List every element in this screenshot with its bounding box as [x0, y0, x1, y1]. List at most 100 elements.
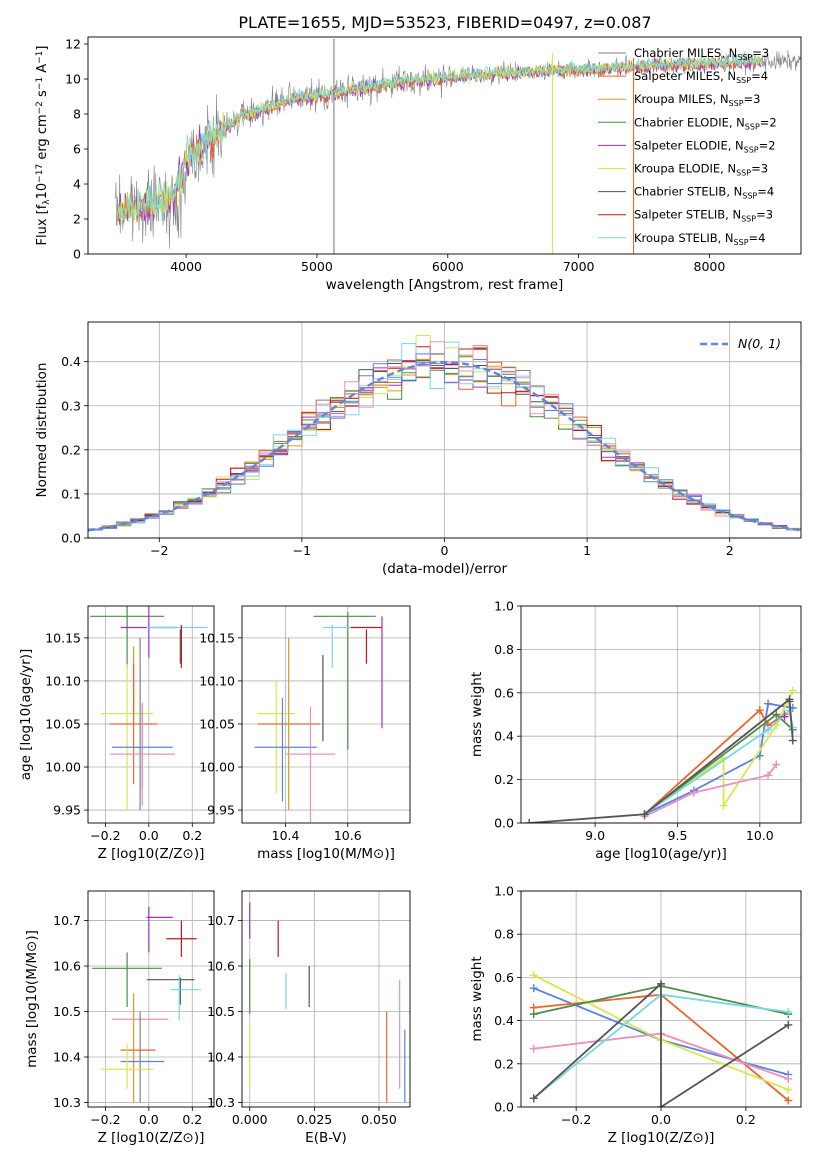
- x-tick-label: 7000: [563, 259, 595, 274]
- x-axis-label: age [log10(age/yr)]: [595, 846, 727, 862]
- weight-marker: [784, 1085, 793, 1094]
- legend-entry: N(0, 1): [738, 336, 781, 351]
- spectrum-lines: [115, 38, 801, 254]
- y-tick-label: 0.2: [61, 442, 81, 457]
- y-axis-label: mass weight: [469, 672, 485, 757]
- x-tick-label: 0: [441, 543, 449, 558]
- legend-entry: Chabrier ELODIE, NSSP=2: [634, 115, 777, 131]
- y-tick-label: 4: [73, 177, 81, 192]
- weight-marker: [784, 1020, 793, 1029]
- legend-entry: Chabrier STELIB, NSSP=4: [634, 185, 774, 201]
- figure-title: PLATE=1655, MJD=53523, FIBERID=0497, z=0…: [238, 13, 651, 32]
- y-tick-label: 0: [73, 247, 81, 262]
- y-axis-label: Normed distribution: [34, 363, 50, 498]
- y-tick-label: 10.15: [199, 630, 235, 645]
- panel-residuals: −2 −1 0 1 2 0.0 0.1 0.2 0.3 0.4 N(0, 1) (data-model…: [34, 321, 802, 577]
- weight-marker: [529, 971, 538, 980]
- y-tick-label: 1.0: [494, 884, 514, 899]
- y-tick-label: 2: [73, 212, 81, 227]
- x-axis-label: mass [log10(M/M⊙)]: [257, 846, 395, 862]
- y-tick-label: 0.4: [494, 729, 514, 744]
- axes-frame: [87, 36, 802, 255]
- y-tick-label: 10: [65, 72, 81, 87]
- y-tick-label: 10.10: [199, 673, 235, 688]
- y-tick-label: 0.4: [494, 1013, 514, 1028]
- axes-frame: [241, 605, 411, 824]
- x-tick-label: −0.2: [90, 1112, 120, 1127]
- weight-marker: [689, 788, 698, 797]
- y-axis-label: age [log10(age/yr)]: [18, 649, 34, 781]
- x-axis-label: Z [log10(Z/Z⊙)]: [608, 1130, 715, 1146]
- y-axis-label: mass weight: [469, 956, 485, 1041]
- weight-marker: [764, 725, 773, 734]
- y-tick-label: 12: [65, 37, 81, 52]
- y-axis-label: Flux [fλ10−17 erg cm−2 s−1 A−1]: [35, 46, 52, 246]
- y-tick-label: 10.5: [207, 1004, 235, 1019]
- x-tick-label: 10.4: [272, 828, 300, 843]
- y-tick-label: 0.8: [494, 642, 514, 657]
- x-axis-label: Z [log10(Z/Z⊙)]: [98, 1130, 205, 1146]
- y-tick-label: 10.4: [53, 1049, 81, 1064]
- x-tick-label: 5000: [301, 259, 333, 274]
- x-tick-label: 10.0: [746, 828, 774, 843]
- panel-weight_age: 9.0 9.5 10.0 0.0 0.2 0.4 0.6 0.8 1.0 age [log10(a…: [469, 599, 802, 862]
- legend: Chabrier MILES, NSSP=3 Salpeter MILES, NS…: [598, 46, 777, 247]
- weight-marker: [657, 1103, 665, 1107]
- weight-marker: [529, 984, 538, 993]
- error-bars: [92, 906, 201, 1103]
- axes-frame: [520, 605, 802, 824]
- x-tick-label: 0.000: [232, 1112, 268, 1127]
- y-tick-label: 1.0: [494, 599, 514, 614]
- y-tick-label: 10.5: [53, 1004, 81, 1019]
- panel-spectrum: 4000 5000 6000 7000 8000 0 2 4 6 8 10 12 Chabrier MI…: [35, 36, 802, 293]
- weight-lines: [525, 686, 797, 823]
- x-tick-label: 9.5: [668, 828, 688, 843]
- weight-marker: [764, 699, 773, 708]
- model-spectrum: [117, 52, 763, 223]
- x-tick-label: 8000: [694, 259, 726, 274]
- panel-age_Z: −0.2 0.0 0.2 9.95 10.00 10.05 10.10 10.15 Z [log…: [18, 605, 215, 862]
- x-tick-label: 0.0: [651, 1112, 671, 1127]
- error-bars: [90, 606, 208, 811]
- weight-marker: [529, 1010, 538, 1019]
- x-tick-label: 0.0: [139, 1112, 159, 1127]
- weight-marker: [784, 1074, 793, 1083]
- weight-marker: [657, 979, 665, 988]
- weight-series: [533, 981, 789, 1107]
- weight-marker: [640, 810, 649, 819]
- y-tick-label: 9.95: [207, 803, 235, 818]
- weight-marker: [525, 819, 534, 823]
- y-tick-label: 0.0: [494, 1100, 514, 1115]
- y-tick-label: 10.7: [53, 913, 81, 928]
- x-tick-label: 1: [583, 543, 591, 558]
- y-tick-label: 0.0: [494, 816, 514, 831]
- y-tick-label: 0.6: [494, 970, 514, 985]
- y-tick-label: 0.1: [61, 486, 81, 501]
- weight-marker: [529, 1094, 538, 1103]
- legend-entry: Kroupa ELODIE, NSSP=3: [634, 162, 768, 178]
- x-tick-label: −0.2: [90, 828, 120, 843]
- legend-entry: Chabrier MILES, NSSP=3: [634, 46, 769, 62]
- y-tick-label: 10.6: [53, 959, 81, 974]
- weight-marker: [772, 760, 781, 769]
- axes-frame: [520, 890, 802, 1108]
- y-tick-label: 10.6: [207, 959, 235, 974]
- weight-marker: [785, 697, 794, 706]
- y-tick-label: 10.3: [53, 1095, 81, 1110]
- error-bars: [254, 612, 383, 823]
- weight-lines: [529, 971, 793, 1107]
- x-axis-label: wavelength [Angstrom, rest frame]: [326, 277, 564, 293]
- weight-series: [644, 763, 778, 818]
- x-tick-label: 0.2: [182, 1112, 202, 1127]
- legend-entry: Salpeter STELIB, NSSP=3: [634, 208, 773, 224]
- weight-marker: [719, 801, 728, 810]
- x-tick-label: 4000: [170, 259, 202, 274]
- x-tick-label: −1: [293, 543, 311, 558]
- weight-marker: [764, 771, 773, 780]
- gaussian-curve: [88, 360, 801, 532]
- axes-frame: [87, 321, 802, 539]
- x-tick-label: 6000: [432, 259, 464, 274]
- x-tick-label: −2: [150, 543, 168, 558]
- weight-marker: [780, 712, 789, 721]
